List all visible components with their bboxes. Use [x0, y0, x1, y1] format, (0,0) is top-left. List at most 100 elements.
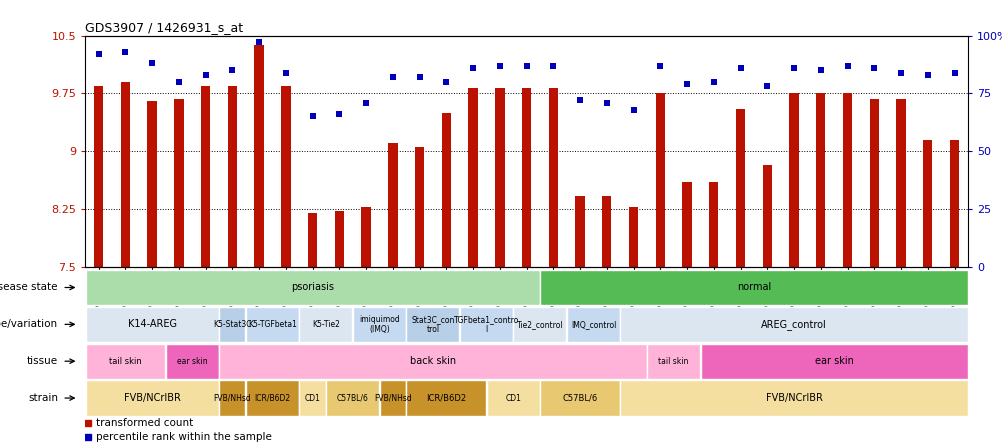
- Bar: [94, 86, 103, 267]
- Text: genotype/variation: genotype/variation: [0, 319, 58, 329]
- Bar: [620, 307, 967, 342]
- Bar: [380, 381, 406, 416]
- Bar: [521, 88, 531, 267]
- Point: [491, 62, 507, 69]
- Bar: [200, 86, 210, 267]
- Bar: [441, 113, 451, 267]
- Bar: [281, 86, 291, 267]
- Point: [224, 67, 240, 74]
- Bar: [922, 139, 932, 267]
- Text: ear skin: ear skin: [814, 356, 853, 366]
- Point: [759, 83, 775, 90]
- Bar: [486, 381, 539, 416]
- Point: [305, 113, 321, 120]
- Point: [545, 62, 561, 69]
- Bar: [495, 88, 504, 267]
- Text: AREG_control: AREG_control: [761, 319, 826, 330]
- Bar: [227, 86, 236, 267]
- Point: [385, 74, 401, 81]
- Text: imiquimod
(IMQ): imiquimod (IMQ): [359, 315, 400, 334]
- Bar: [566, 307, 619, 342]
- Point: [331, 111, 347, 118]
- Point: [465, 64, 481, 71]
- Point: [786, 64, 802, 71]
- Text: ICR/B6D2: ICR/B6D2: [426, 393, 466, 403]
- Bar: [762, 165, 772, 267]
- Bar: [219, 307, 245, 342]
- Bar: [601, 196, 611, 267]
- Bar: [708, 182, 717, 267]
- Text: K5-Stat3C: K5-Stat3C: [212, 320, 252, 329]
- Bar: [388, 143, 397, 267]
- Bar: [300, 307, 352, 342]
- Text: Stat3C_con
trol: Stat3C_con trol: [411, 315, 454, 334]
- Point: [866, 64, 882, 71]
- Text: C57BL/6: C57BL/6: [337, 393, 369, 403]
- Bar: [842, 93, 852, 267]
- Bar: [628, 207, 637, 267]
- Point: [250, 39, 267, 46]
- Text: K5-TGFbeta1: K5-TGFbeta1: [247, 320, 297, 329]
- Text: FVB/NHsd: FVB/NHsd: [374, 393, 411, 403]
- Bar: [245, 381, 299, 416]
- Bar: [655, 93, 664, 267]
- Bar: [326, 381, 379, 416]
- Text: tail skin: tail skin: [109, 357, 141, 366]
- Text: K5-Tie2: K5-Tie2: [312, 320, 340, 329]
- Bar: [620, 381, 967, 416]
- Bar: [575, 196, 584, 267]
- Text: FVB/NCrIBR: FVB/NCrIBR: [765, 393, 822, 403]
- Text: IMQ_control: IMQ_control: [570, 320, 615, 329]
- Point: [90, 51, 106, 58]
- Bar: [540, 381, 619, 416]
- Text: disease state: disease state: [0, 282, 58, 293]
- Point: [571, 97, 587, 104]
- Bar: [120, 82, 130, 267]
- Bar: [165, 344, 218, 379]
- Bar: [896, 99, 905, 267]
- Point: [892, 69, 908, 76]
- Bar: [949, 139, 958, 267]
- Bar: [85, 344, 165, 379]
- Bar: [300, 381, 326, 416]
- Bar: [540, 270, 967, 305]
- Bar: [85, 307, 218, 342]
- Point: [651, 62, 667, 69]
- Bar: [406, 381, 486, 416]
- Point: [598, 99, 614, 106]
- Point: [812, 67, 828, 74]
- Point: [197, 71, 213, 79]
- Text: TGFbeta1_contro
l: TGFbeta1_contro l: [453, 315, 519, 334]
- Bar: [513, 307, 566, 342]
- Text: FVB/NHsd: FVB/NHsd: [213, 393, 250, 403]
- Text: psoriasis: psoriasis: [291, 282, 334, 293]
- Bar: [147, 101, 156, 267]
- Bar: [245, 307, 299, 342]
- Bar: [681, 182, 691, 267]
- Point: [625, 106, 641, 113]
- Text: strain: strain: [28, 393, 58, 403]
- Point: [731, 64, 747, 71]
- Text: transformed count: transformed count: [96, 418, 193, 428]
- Point: [919, 71, 935, 79]
- Point: [358, 99, 374, 106]
- Bar: [548, 88, 557, 267]
- Text: tissue: tissue: [27, 356, 58, 366]
- Text: Tie2_control: Tie2_control: [516, 320, 563, 329]
- Bar: [460, 307, 512, 342]
- Bar: [219, 381, 245, 416]
- Text: normal: normal: [736, 282, 771, 293]
- Bar: [735, 109, 744, 267]
- Bar: [353, 307, 406, 342]
- Bar: [789, 93, 798, 267]
- Text: GDS3907 / 1426931_s_at: GDS3907 / 1426931_s_at: [85, 21, 243, 34]
- Point: [411, 74, 427, 81]
- Bar: [361, 207, 371, 267]
- Bar: [85, 270, 539, 305]
- Bar: [335, 211, 344, 267]
- Point: [518, 62, 534, 69]
- Text: percentile rank within the sample: percentile rank within the sample: [96, 432, 272, 442]
- Text: K14-AREG: K14-AREG: [127, 319, 176, 329]
- Bar: [700, 344, 967, 379]
- Bar: [646, 344, 699, 379]
